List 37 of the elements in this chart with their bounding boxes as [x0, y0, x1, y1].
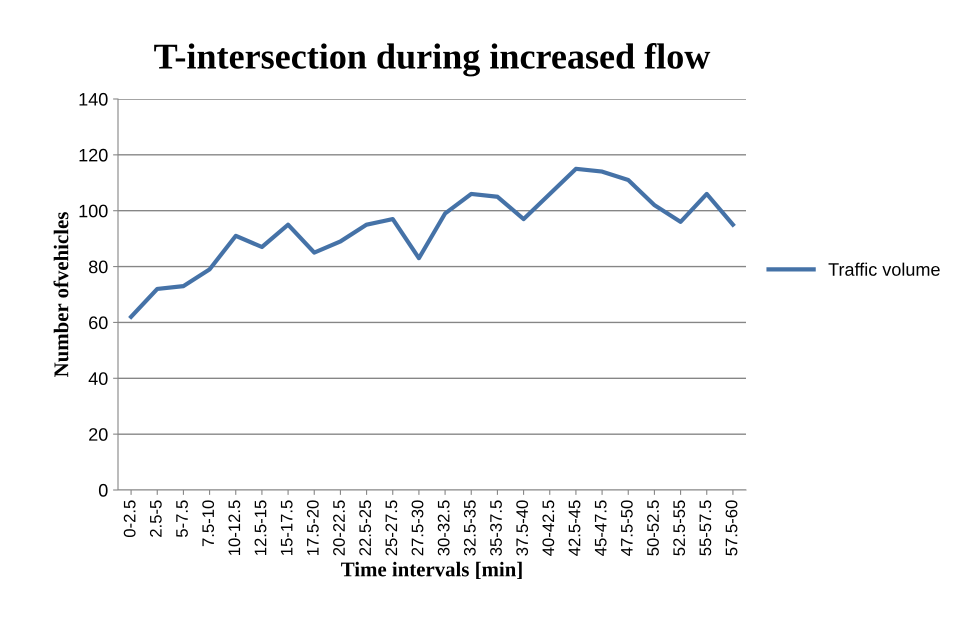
- x-tick-label: 12.5-15: [254, 500, 266, 555]
- x-tick-label: 5-7.5: [176, 500, 188, 538]
- chart-title: T-intersection during increased flow: [154, 43, 710, 76]
- x-tick-label: 27.5-30: [412, 500, 424, 556]
- y-tick-label: 100: [80, 204, 108, 218]
- x-tick-label: 52.5-55: [673, 500, 686, 556]
- x-tick-label: 30-32.5: [438, 500, 450, 556]
- y-tick-label: 60: [89, 316, 108, 330]
- y-tick-label: 40: [88, 372, 108, 386]
- y-tick-label: 140: [80, 92, 108, 106]
- y-tick-label: 120: [80, 148, 108, 162]
- x-tick-label: 47.5-50: [620, 500, 633, 556]
- x-tick-label: 15-17.5: [280, 500, 293, 555]
- x-tick-label: 35-37.5: [490, 500, 502, 556]
- x-tick-label: 42.5-45: [568, 500, 580, 556]
- x-tick-label: 55-57.5: [700, 500, 712, 556]
- x-tick-label: 20-22.5: [333, 500, 345, 556]
- x-tick-label: 2.5-5: [150, 500, 162, 537]
- y-tick-label: 80: [88, 260, 108, 274]
- legend-label: Traffic volume: [828, 262, 940, 276]
- x-tick-label: 17.5-20: [306, 500, 319, 555]
- y-axis-title: Number ofvehicles: [53, 212, 68, 377]
- x-tick-label: 25-27.5: [385, 500, 398, 556]
- x-tick-label: 7.5-10: [202, 500, 214, 546]
- x-tick-label: 40-42.5: [542, 500, 554, 556]
- line-series: [129, 166, 735, 319]
- y-tick-label: 0: [98, 484, 108, 497]
- x-tick-label: 22.5-25: [359, 500, 372, 556]
- x-tick-label: 37.5-40: [516, 500, 528, 556]
- x-tick-label: 0-2.5: [124, 500, 136, 538]
- y-tick-label: 20: [89, 428, 108, 441]
- x-tick-label: 32.5-35: [464, 500, 476, 556]
- x-axis-title: Time intervals [min]: [341, 562, 522, 580]
- x-tick-label: 57.5-60: [726, 500, 738, 556]
- x-tick-label: 10-12.5: [228, 500, 240, 555]
- x-tick-label: 45-47.5: [594, 500, 607, 556]
- x-tick-label: 50-52.5: [647, 500, 659, 556]
